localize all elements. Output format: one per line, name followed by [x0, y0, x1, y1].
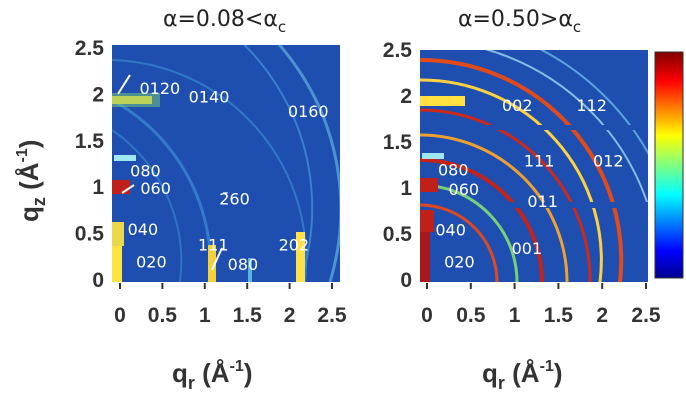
- left-annotation-label: 0160: [288, 102, 329, 121]
- left-x-tick-label: 1: [199, 304, 211, 327]
- right-annotation-label: 012: [593, 151, 624, 170]
- right-annotation-label: 040: [435, 220, 466, 239]
- right-streak-020: [420, 232, 430, 282]
- right-annotations: 002 112 080 111 012 060 011 040 001 020: [435, 96, 623, 271]
- left-ring-1: [277, 45, 340, 282]
- right-ring-7: [420, 203, 499, 282]
- right-band-upper: [420, 125, 648, 130]
- left-y-tick-label: 0: [92, 269, 104, 292]
- right-streak-080: [422, 153, 444, 159]
- right-ring-2: [420, 78, 603, 282]
- left-annotation-label: 040: [128, 220, 159, 239]
- left-streak-060: [112, 180, 130, 194]
- left-x-tick-label: 1.5: [233, 304, 263, 327]
- right-y-tick-label: 0: [400, 269, 412, 292]
- right-ring-9: [539, 50, 648, 155]
- right-ring-5: [420, 158, 544, 282]
- right-y-tick-label: 2: [400, 85, 412, 108]
- left-peak-111: [208, 245, 216, 282]
- right-annotation-label: 011: [527, 192, 558, 211]
- left-annotation-label: 080: [130, 161, 161, 180]
- left-y-tick-label: 2: [92, 83, 104, 106]
- left-streak-020: [112, 246, 122, 282]
- right-x-tick-label: 2: [596, 304, 608, 327]
- left-streak-040: [112, 222, 124, 246]
- right-streak-040: [420, 210, 434, 232]
- right-x-tick-label: 0.5: [456, 304, 486, 327]
- right-x-tick-label: 1.5: [544, 304, 574, 327]
- left-x-axis-label: qr (Å-1): [172, 358, 252, 393]
- left-annotation-label: 0140: [189, 87, 230, 106]
- left-pointer-0120: [117, 74, 131, 95]
- right-annotation-label: 080: [438, 161, 469, 180]
- right-heatmap: 002 112 080 111 012 060 011 040 001 020: [420, 50, 648, 282]
- left-x-tick-label: 2.5: [317, 304, 347, 327]
- left-streak-0120-glow: [112, 93, 160, 107]
- left-x-tick-label: 0.5: [148, 304, 178, 327]
- left-ring-5: [112, 129, 183, 282]
- left-annotation-label: 202: [279, 236, 310, 255]
- left-y-tick-label: 1: [92, 176, 104, 199]
- right-x-tick-label: 2.5: [631, 304, 661, 327]
- left-x-tick-label: 0: [114, 304, 126, 327]
- left-annotation-label: 020: [136, 252, 167, 271]
- right-streak-060: [420, 178, 438, 192]
- right-x-axis-label: qr (Å-1): [482, 358, 562, 393]
- left-y-tick-label: 1.5: [75, 130, 105, 153]
- left-y-tick-label: 2.5: [75, 37, 105, 60]
- right-x-tick-label: 0: [421, 304, 433, 327]
- right-streak-top: [420, 96, 465, 106]
- left-y-tick-label: 0.5: [75, 223, 105, 246]
- right-ring-4: [420, 133, 569, 282]
- y-axis-label: qz (Å-1): [14, 140, 49, 222]
- left-annotation-label: 0120: [139, 79, 180, 98]
- left-streak-080: [114, 155, 136, 161]
- colorbar: [654, 51, 684, 279]
- left-annotation-label: 060: [140, 179, 171, 198]
- right-annotation-label: 060: [449, 180, 480, 199]
- left-annotation-label: 111: [198, 236, 229, 255]
- right-annotation-label: 112: [576, 96, 607, 115]
- right-annotation-label: 020: [444, 253, 475, 272]
- right-annotation-label: 001: [512, 239, 543, 258]
- left-pointer-080: [211, 247, 223, 271]
- left-x-tick-label: 2: [284, 304, 296, 327]
- right-y-tick-label: 1.5: [383, 131, 413, 154]
- left-annotation-label: 080: [228, 255, 259, 274]
- axes: 0 0.5 1 1.5 2 2.5 0 0.5 1 1.5 2 2.5 0 0.5 1 1.5 2 2.5 0 0.5…: [75, 37, 661, 327]
- left-peak-202: [296, 232, 305, 282]
- right-y-tick-label: 1: [400, 177, 412, 200]
- right-ring-6: [420, 183, 519, 282]
- right-x-tick-label: 1: [509, 304, 521, 327]
- right-y-tick-label: 0.5: [383, 223, 413, 246]
- right-panel-title: α=0.50>αc: [458, 7, 581, 36]
- right-ring-8: [484, 50, 648, 209]
- left-pointer-060: [121, 184, 135, 194]
- left-peak-080: [248, 258, 252, 282]
- right-annotation-label: 002: [502, 96, 533, 115]
- left-ring-2: [242, 45, 314, 282]
- left-panel-title: α=0.08<αc: [163, 7, 286, 36]
- right-ring-3: [420, 108, 592, 282]
- right-y-tick-label: 2.5: [383, 39, 413, 62]
- right-annotation-label: 111: [524, 151, 555, 170]
- left-annotation-label: 2̄60: [219, 189, 250, 208]
- right-band-lower: [490, 202, 648, 208]
